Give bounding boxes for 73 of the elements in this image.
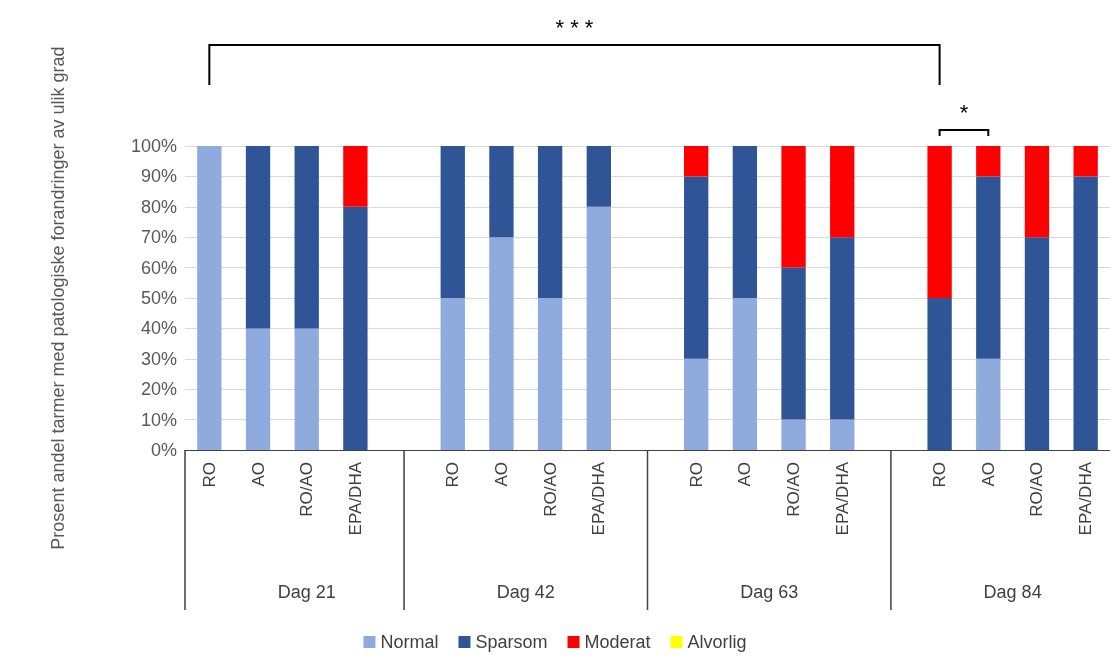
text: Dag 84 [983, 582, 1042, 603]
bar [537, 146, 563, 298]
text: Dag 63 [740, 582, 799, 603]
x-tick-label: EPA/DHA [345, 461, 365, 536]
bar [927, 146, 952, 298]
x-tick-label: AO [735, 462, 755, 487]
bar [976, 358, 1001, 450]
x-tick-label: RO/AO [1027, 462, 1047, 517]
y-tick-label: 10% [140, 409, 177, 430]
y-tick-label: 60% [140, 257, 177, 278]
x-tick-label: AO [248, 462, 268, 487]
x-tick-label: RO/AO [784, 462, 804, 517]
bar [294, 328, 319, 450]
x-tick-label: RO/AO [297, 462, 317, 517]
text: Dag 42 [496, 582, 555, 603]
text: Dag 21 [277, 582, 336, 603]
y-tick-label: 90% [140, 166, 177, 187]
bar [440, 146, 465, 298]
bar [489, 237, 514, 450]
bar [927, 298, 952, 450]
bar [830, 146, 855, 238]
bar [1073, 176, 1098, 450]
bar [684, 176, 709, 359]
y-tick-label: 100% [130, 136, 177, 156]
bar [732, 298, 758, 450]
y-tick-label: 50% [140, 288, 177, 308]
bar [976, 146, 1001, 177]
bar [245, 328, 271, 450]
bar [489, 146, 514, 238]
x-tick-label: EPA/DHA [832, 461, 852, 536]
bar [586, 146, 611, 207]
x-tick-label: EPA/DHA [1076, 461, 1096, 536]
y-tick-label: 30% [140, 348, 177, 369]
bar [732, 146, 758, 298]
legend-label: Normal [380, 632, 439, 652]
x-tick-label: RO [199, 462, 219, 488]
y-tick-label: 70% [140, 227, 177, 248]
bar [976, 176, 1001, 359]
y-tick-label: 20% [140, 379, 177, 400]
bar [781, 146, 806, 268]
bar [1073, 146, 1098, 177]
x-tick-label: RO [686, 462, 706, 488]
bar [343, 206, 368, 450]
bar [343, 146, 368, 207]
legend-label: Sparsom [475, 632, 548, 652]
bar [830, 237, 855, 420]
bar [1024, 146, 1050, 238]
x-tick-label: EPA/DHA [589, 461, 609, 536]
y-tick-label: 40% [140, 318, 177, 339]
y-tick-label: 0% [150, 440, 177, 460]
bar [830, 419, 855, 450]
legend-label: Moderat [584, 632, 651, 652]
bar [684, 146, 709, 177]
y-tick-label: 80% [140, 196, 177, 217]
bar [197, 146, 222, 450]
x-tick-label: AO [491, 462, 511, 487]
text: * [959, 100, 969, 126]
legend-label: Alvorlig [687, 632, 747, 652]
text: * * * [555, 15, 594, 41]
bar [781, 267, 806, 420]
bar [245, 146, 271, 329]
bar [537, 298, 563, 450]
x-tick-label: RO [443, 462, 463, 488]
bar [781, 419, 806, 450]
bar [1024, 237, 1050, 450]
x-tick-label: RO [930, 462, 950, 488]
y-axis-title: Prosent andel tarmer med patologiske forandringer av ulik grad [48, 46, 68, 550]
bar [684, 358, 709, 450]
bar [440, 298, 465, 450]
x-tick-label: RO/AO [540, 462, 560, 517]
x-tick-label: AO [978, 462, 998, 487]
bar [586, 206, 611, 450]
bar [294, 146, 319, 329]
